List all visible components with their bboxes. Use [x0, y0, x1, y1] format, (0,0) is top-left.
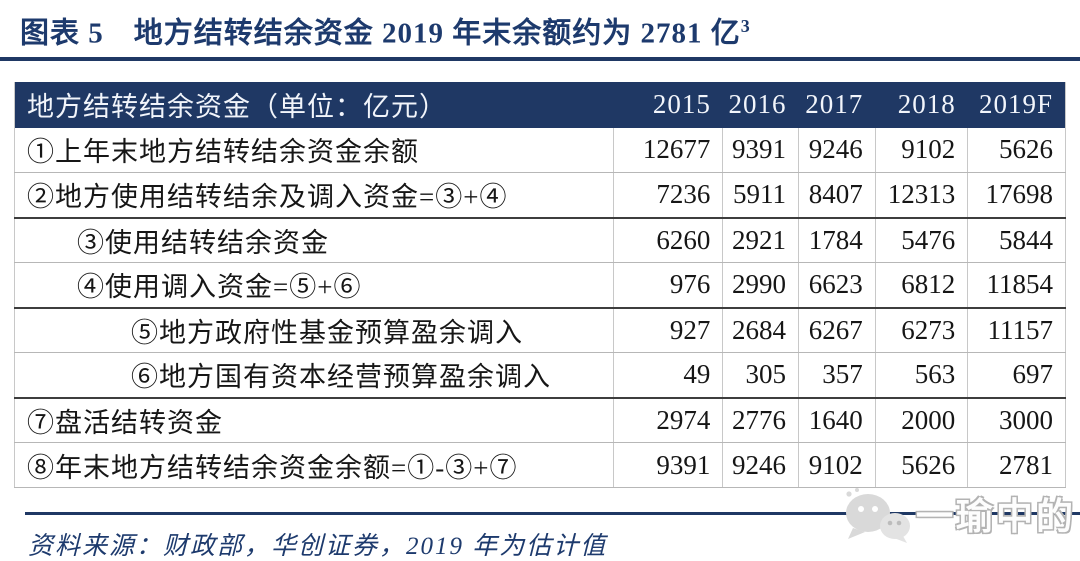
- row-label: ①上年末地方结转结余资金余额: [14, 127, 614, 174]
- row-label: ④使用调入资金=⑤+⑥: [14, 262, 614, 309]
- cell-value: 2684: [722, 307, 799, 354]
- cell-value: 5626: [967, 127, 1066, 174]
- cell-value: 9391: [613, 442, 723, 489]
- cell-value: 9102: [798, 442, 876, 489]
- cell-value: 11854: [967, 262, 1066, 309]
- cell-value: 49: [613, 352, 723, 399]
- cell-value: 697: [967, 352, 1066, 399]
- title-divider-rule: [0, 56, 1080, 61]
- cell-value: 8407: [798, 172, 876, 219]
- cell-value: 6812: [874, 262, 968, 309]
- cell-value: 927: [613, 307, 723, 354]
- cell-value: 17698: [967, 172, 1066, 219]
- cell-value: 6623: [798, 262, 876, 309]
- row-label: ②地方使用结转结余及调入资金=③+④: [14, 172, 614, 219]
- cell-value: 357: [798, 352, 876, 399]
- cell-value: 6267: [798, 307, 876, 354]
- cell-value: 5626: [874, 442, 968, 489]
- cell-value: 9246: [798, 127, 876, 174]
- cell-value: 2974: [613, 397, 723, 444]
- cell-value: 6273: [874, 307, 968, 354]
- cell-value: 1784: [798, 217, 876, 264]
- row-label: ⑥地方国有资本经营预算盈余调入: [14, 352, 614, 399]
- brand-watermark-text: 一瑜中的: [916, 496, 1076, 538]
- cell-value: 563: [874, 352, 968, 399]
- figure-title-footnote-marker: 3: [740, 16, 751, 36]
- table-row: ⑤地方政府性基金预算盈余调入 927 2684 6267 6273 11157: [14, 307, 1066, 354]
- table-header-year-2019f: 2019F: [978, 89, 1053, 120]
- cell-value: 12677: [613, 127, 723, 174]
- source-note: 资料来源：财政部，华创证券，2019 年为估计值: [28, 533, 608, 561]
- cell-value: 2990: [722, 262, 799, 309]
- row-label: ⑦盘活结转资金: [14, 397, 614, 444]
- table-row: ⑧年末地方结转结余资金余额=①-③+⑦ 9391 9246 9102 5626 …: [14, 442, 1066, 489]
- table-header-year-2015: 2015: [652, 89, 711, 120]
- cell-value: 2776: [722, 397, 799, 444]
- table-row: ②地方使用结转结余及调入资金=③+④ 7236 5911 8407 12313 …: [14, 172, 1066, 219]
- cell-value: 305: [722, 352, 799, 399]
- cell-value: 12313: [874, 172, 968, 219]
- table-header-row: 地方结转结余资金（单位：亿元） 2015 2016 2017 2018 2019…: [14, 81, 1066, 128]
- table-header-year-2017: 2017: [805, 89, 864, 120]
- cell-value: 11157: [967, 307, 1066, 354]
- table-header-year-2016: 2016: [728, 89, 787, 120]
- carryover-funds-table: 地方结转结余资金（单位：亿元） 2015 2016 2017 2018 2019…: [14, 81, 1066, 489]
- cell-value: 7236: [613, 172, 723, 219]
- cell-value: 1640: [798, 397, 876, 444]
- cell-value: 6260: [613, 217, 723, 264]
- cell-value: 9102: [874, 127, 968, 174]
- table-header-label: 地方结转结余资金（单位：亿元）: [27, 92, 447, 123]
- cell-value: 2921: [722, 217, 799, 264]
- row-label: ⑧年末地方结转结余资金余额=①-③+⑦: [14, 442, 614, 489]
- cell-value: 3000: [967, 397, 1066, 444]
- cell-value: 2000: [874, 397, 968, 444]
- table-row: ④使用调入资金=⑤+⑥ 976 2990 6623 6812 11854: [14, 262, 1066, 309]
- table-row: ⑥地方国有资本经营预算盈余调入 49 305 357 563 697: [14, 352, 1066, 399]
- cell-value: 9246: [722, 442, 799, 489]
- row-label: ③使用结转结余资金: [14, 217, 614, 264]
- cell-value: 5844: [967, 217, 1066, 264]
- cell-value: 9391: [722, 127, 799, 174]
- table-header-year-2018: 2018: [897, 89, 956, 120]
- table-row: ⑦盘活结转资金 2974 2776 1640 2000 3000: [14, 397, 1066, 444]
- cell-value: 976: [613, 262, 723, 309]
- figure-title-text: 图表 5 地方结转结余资金 2019 年末余额约为 2781 亿: [20, 17, 741, 50]
- table-row: ③使用结转结余资金 6260 2921 1784 5476 5844: [14, 217, 1066, 264]
- row-label: ⑤地方政府性基金预算盈余调入: [14, 307, 614, 354]
- cell-value: 2781: [967, 442, 1066, 489]
- cell-value: 5476: [874, 217, 968, 264]
- wechat-bubbles-icon: [840, 486, 914, 549]
- footer-divider-rule: [25, 512, 1080, 516]
- brand-watermark: 一瑜中的: [840, 486, 1076, 549]
- cell-value: 5911: [722, 172, 799, 219]
- table-row: ①上年末地方结转结余资金余额 12677 9391 9246 9102 5626: [14, 127, 1066, 174]
- figure-title: 图表 5 地方结转结余资金 2019 年末余额约为 2781 亿3: [0, 0, 1080, 53]
